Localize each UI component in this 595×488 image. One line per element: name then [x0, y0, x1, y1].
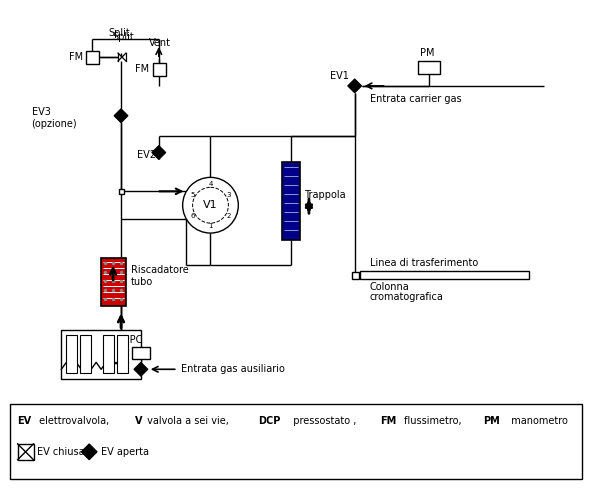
Text: Split: Split [112, 32, 134, 42]
Text: Entrata gas ausiliario: Entrata gas ausiliario [181, 364, 284, 374]
Text: Linea di trasferimento: Linea di trasferimento [369, 258, 478, 268]
Text: Colonna: Colonna [369, 282, 409, 292]
Text: PM: PM [484, 416, 500, 426]
Bar [18, 444, 33, 460]
Bar [418, 61, 440, 74]
Bar [282, 163, 300, 240]
Bar [80, 335, 91, 373]
Text: EV: EV [18, 416, 32, 426]
Text: DCP: DCP [258, 416, 280, 426]
Text: V: V [134, 416, 142, 426]
Text: EV aperta: EV aperta [101, 447, 149, 457]
Text: FM: FM [69, 52, 83, 62]
Bar [101, 258, 126, 305]
Text: Split: Split [108, 28, 130, 38]
Text: Entrata carrier gas: Entrata carrier gas [369, 94, 461, 104]
Text: 5: 5 [190, 192, 195, 198]
Circle shape [183, 177, 239, 233]
Text: EV2: EV2 [137, 149, 156, 160]
Text: (opzione): (opzione) [32, 119, 77, 129]
Text: Riscadatore: Riscadatore [131, 265, 189, 275]
Polygon shape [347, 79, 362, 93]
Bar [10, 404, 583, 479]
Text: FM: FM [135, 64, 149, 74]
Text: EV chiusa: EV chiusa [37, 447, 85, 457]
Polygon shape [134, 362, 148, 376]
Polygon shape [82, 444, 97, 460]
Text: pressostato ,: pressostato , [287, 416, 359, 426]
Text: valvola a sei vie,: valvola a sei vie, [144, 416, 232, 426]
Bar [132, 347, 150, 359]
Text: PM: PM [420, 48, 434, 58]
Text: 4: 4 [208, 182, 212, 187]
Bar [359, 271, 529, 279]
Polygon shape [152, 145, 166, 160]
Bar [86, 51, 99, 64]
Bar [61, 329, 141, 379]
Text: elettrovalvola,: elettrovalvola, [36, 416, 112, 426]
Text: EV3: EV3 [32, 107, 51, 117]
Text: 2: 2 [226, 213, 231, 219]
Bar [103, 335, 114, 373]
Text: FM: FM [380, 416, 396, 426]
Text: Vent: Vent [149, 38, 171, 48]
Text: manometro: manometro [505, 416, 568, 426]
Bar [66, 335, 77, 373]
Text: EV1: EV1 [330, 71, 349, 81]
Bar [119, 189, 124, 194]
Text: 1: 1 [208, 223, 213, 229]
Text: 6: 6 [190, 213, 195, 219]
Polygon shape [114, 109, 128, 122]
Text: tubo: tubo [131, 277, 153, 287]
Text: DPC: DPC [122, 335, 142, 346]
Bar [352, 272, 359, 279]
Text: flussimetro,: flussimetro, [401, 416, 465, 426]
Bar [117, 335, 128, 373]
Bar [153, 63, 166, 76]
Text: V1: V1 [203, 200, 218, 210]
Text: Trappola: Trappola [304, 190, 346, 200]
Text: cromatografica: cromatografica [369, 292, 443, 302]
Text: 3: 3 [226, 192, 231, 198]
